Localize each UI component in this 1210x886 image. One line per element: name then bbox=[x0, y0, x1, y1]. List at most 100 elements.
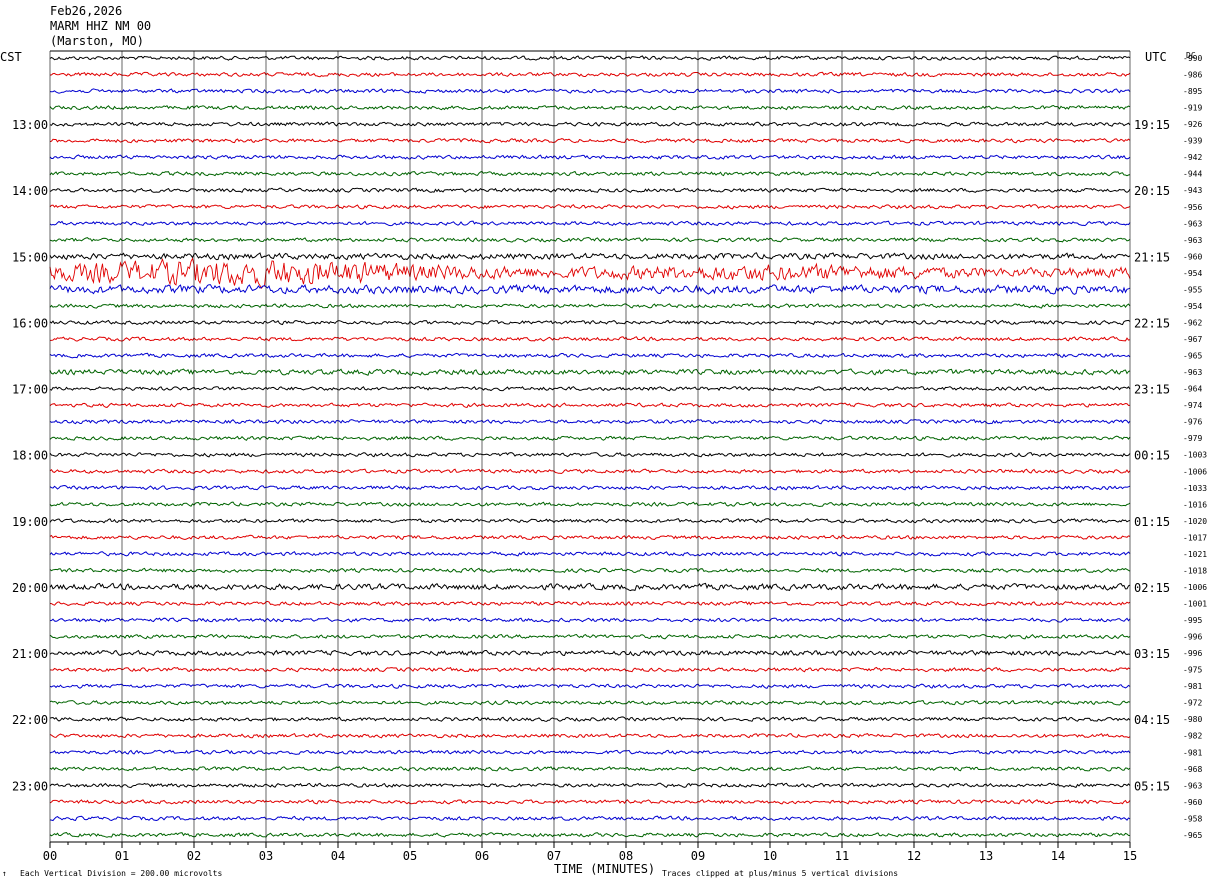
dc-offset-17: -962 bbox=[1183, 318, 1202, 327]
x-tick-10: 10 bbox=[763, 849, 777, 863]
dc-offset-42: -982 bbox=[1183, 732, 1202, 741]
x-axis-title: TIME (MINUTES) bbox=[554, 862, 656, 876]
dc-offset-48: -965 bbox=[1183, 831, 1202, 840]
dc-offset-41: -980 bbox=[1183, 715, 1202, 724]
dc-offset-18: -967 bbox=[1183, 335, 1202, 344]
trace-21 bbox=[49, 385, 1131, 392]
right-hour-label-1: 19:15 bbox=[1134, 118, 1170, 132]
dc-offset-27: -1033 bbox=[1183, 484, 1207, 493]
right-hour-label-7: 01:15 bbox=[1134, 515, 1170, 529]
dc-offset-22: -974 bbox=[1183, 401, 1202, 410]
left-hour-label-1: 13:00 bbox=[12, 118, 48, 132]
trace-10 bbox=[49, 204, 1131, 210]
trace-45 bbox=[49, 782, 1131, 789]
right-hour-label-3: 21:15 bbox=[1134, 250, 1170, 264]
trace-42 bbox=[49, 732, 1131, 739]
dc-offset-32: -1018 bbox=[1183, 566, 1207, 575]
dc-offset-21: -964 bbox=[1183, 385, 1202, 394]
dc-offset-25: -1003 bbox=[1183, 451, 1207, 460]
trace-9 bbox=[49, 187, 1131, 193]
right-hour-label-10: 04:15 bbox=[1134, 713, 1170, 727]
station-location: (Marston, MO) bbox=[50, 34, 144, 48]
clip-note: Traces clipped at plus/minus 5 vertical … bbox=[662, 869, 899, 878]
right-hour-label-4: 22:15 bbox=[1134, 316, 1170, 330]
trace-38 bbox=[49, 666, 1131, 673]
dc-offset-37: -996 bbox=[1183, 649, 1202, 658]
dc-offset-38: -975 bbox=[1183, 666, 1202, 675]
trace-43 bbox=[49, 749, 1131, 755]
trace-47 bbox=[49, 815, 1131, 822]
dc-offset-13: -960 bbox=[1183, 252, 1202, 261]
trace-group bbox=[49, 55, 1131, 838]
left-hour-label-9: 21:00 bbox=[12, 647, 48, 661]
trace-7 bbox=[49, 154, 1131, 160]
trace-40 bbox=[49, 699, 1131, 706]
left-hour-label-5: 17:00 bbox=[12, 383, 48, 397]
x-tick-08: 08 bbox=[619, 849, 633, 863]
dc-offset-19: -965 bbox=[1183, 352, 1202, 361]
chart-date: Feb26,2026 bbox=[50, 4, 123, 18]
x-tick-01: 01 bbox=[115, 849, 129, 863]
dc-offset-24: -979 bbox=[1183, 434, 1202, 443]
trace-1 bbox=[49, 55, 1131, 61]
left-hour-label-2: 14:00 bbox=[12, 184, 48, 198]
trace-29 bbox=[49, 518, 1131, 524]
trace-26 bbox=[49, 468, 1131, 475]
station-code: MARM HHZ NM 00 bbox=[50, 19, 152, 33]
trace-32 bbox=[49, 567, 1131, 574]
dc-offset-28: -1016 bbox=[1183, 500, 1207, 509]
dc-offset-2: -986 bbox=[1183, 71, 1202, 80]
trace-44 bbox=[49, 766, 1131, 772]
trace-4 bbox=[49, 104, 1131, 111]
dc-offset-6: -939 bbox=[1183, 137, 1202, 146]
label-group: -990 -986 -895 -919 -926 -939 -942 -944 -943 -956… bbox=[12, 54, 1207, 863]
dc-offset-20: -963 bbox=[1183, 368, 1202, 377]
dc-offset-39: -981 bbox=[1183, 682, 1202, 691]
x-tick-15: 15 bbox=[1123, 849, 1137, 863]
trace-17 bbox=[49, 319, 1131, 326]
right-hour-label-9: 03:15 bbox=[1134, 647, 1170, 661]
dc-offset-8: -944 bbox=[1183, 170, 1202, 179]
dc-column-label: DC bbox=[1186, 51, 1196, 60]
dc-offset-7: -942 bbox=[1183, 153, 1202, 162]
dc-offset-23: -976 bbox=[1183, 418, 1202, 427]
x-tick-12: 12 bbox=[907, 849, 921, 863]
left-hour-label-8: 20:00 bbox=[12, 581, 48, 595]
dc-offset-44: -968 bbox=[1183, 765, 1202, 774]
x-tick-02: 02 bbox=[187, 849, 201, 863]
x-tick-07: 07 bbox=[547, 849, 561, 863]
x-tick-11: 11 bbox=[835, 849, 849, 863]
dc-offset-26: -1006 bbox=[1183, 467, 1207, 476]
x-tick-06: 06 bbox=[475, 849, 489, 863]
trace-30 bbox=[49, 534, 1131, 541]
x-tick-03: 03 bbox=[259, 849, 273, 863]
trace-12 bbox=[49, 236, 1131, 243]
right-hour-label-11: 05:15 bbox=[1134, 779, 1170, 793]
trace-13 bbox=[49, 252, 1131, 261]
trace-48 bbox=[49, 832, 1131, 838]
trace-25 bbox=[49, 452, 1131, 458]
trace-19 bbox=[49, 352, 1131, 359]
trace-37 bbox=[49, 649, 1131, 657]
trace-6 bbox=[49, 138, 1131, 144]
dc-offset-34: -1001 bbox=[1183, 599, 1207, 608]
left-hour-label-4: 16:00 bbox=[12, 316, 48, 330]
right-hour-label-5: 23:15 bbox=[1134, 383, 1170, 397]
trace-39 bbox=[49, 683, 1131, 689]
footer-mark: ↑ bbox=[2, 869, 7, 878]
left-timezone-label: CST bbox=[0, 50, 22, 64]
dc-offset-16: -954 bbox=[1183, 302, 1202, 311]
trace-35 bbox=[49, 617, 1131, 623]
trace-22 bbox=[49, 402, 1131, 408]
right-hour-label-2: 20:15 bbox=[1134, 184, 1170, 198]
trace-8 bbox=[49, 170, 1131, 177]
dc-offset-29: -1020 bbox=[1183, 517, 1207, 526]
trace-3 bbox=[49, 88, 1131, 94]
trace-36 bbox=[49, 633, 1131, 640]
x-tick-14: 14 bbox=[1051, 849, 1065, 863]
dc-offset-4: -919 bbox=[1183, 104, 1202, 113]
dc-offset-35: -995 bbox=[1183, 616, 1202, 625]
dc-offset-47: -958 bbox=[1183, 814, 1202, 823]
right-hour-label-8: 02:15 bbox=[1134, 581, 1170, 595]
